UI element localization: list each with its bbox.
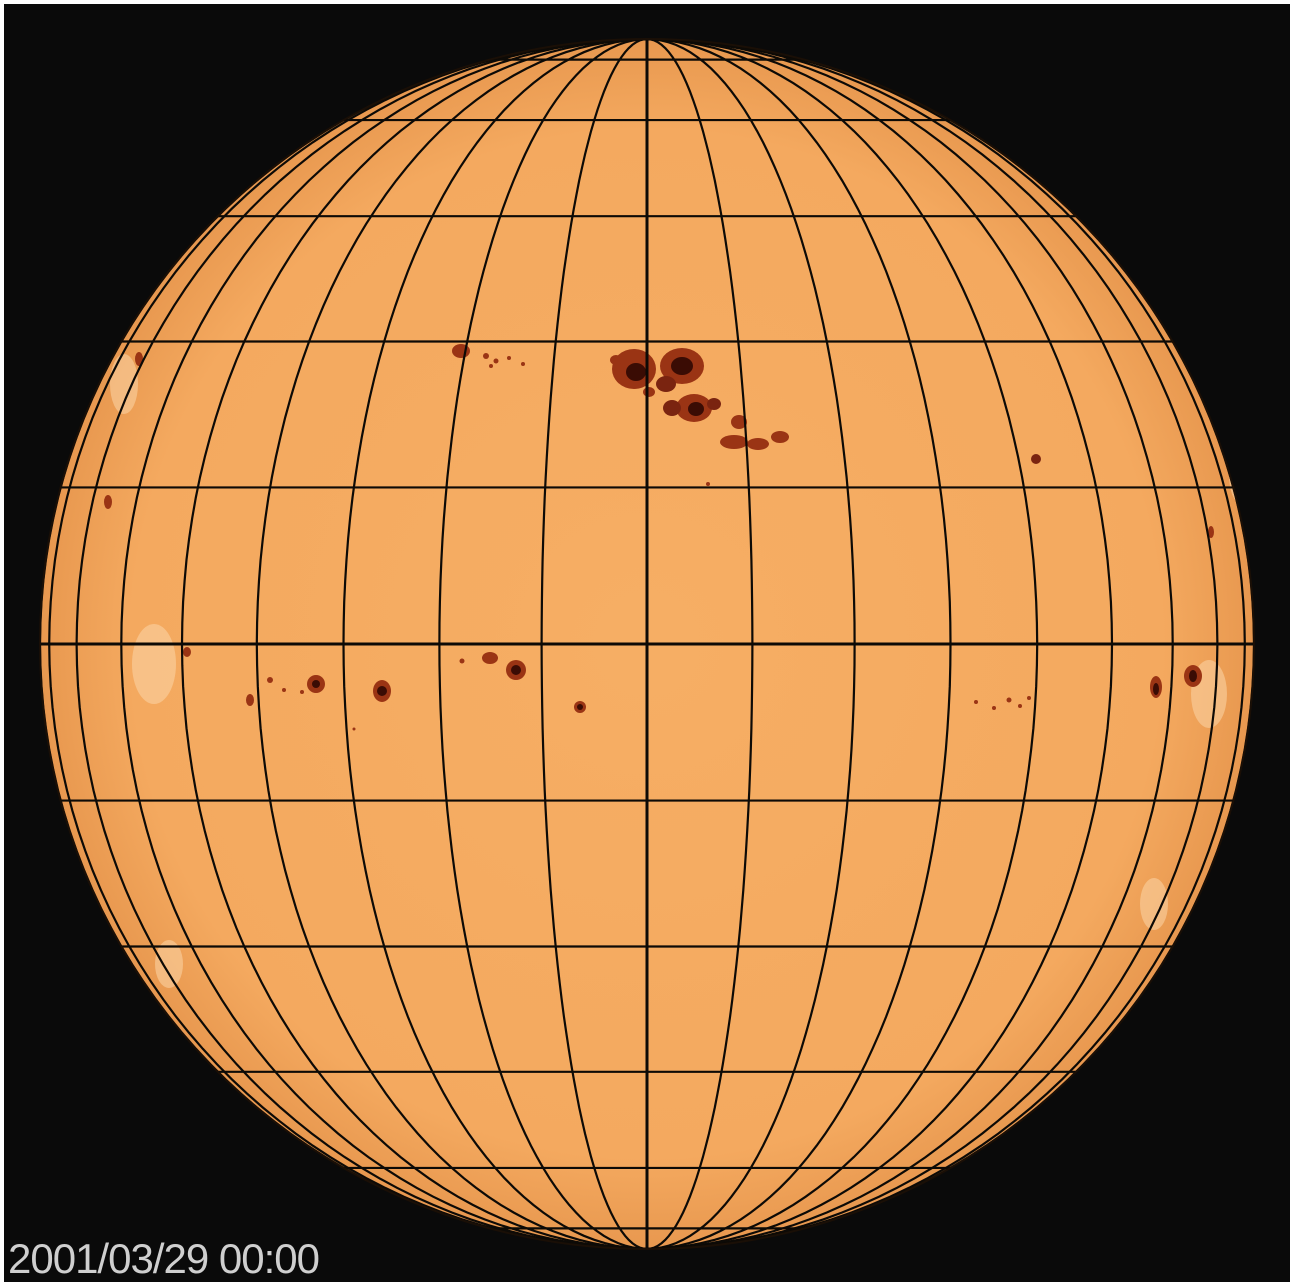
active-region-south [183,647,586,731]
active-region-south-west [974,665,1202,710]
longitude-line [646,39,1246,1249]
longitude-line [646,39,952,1249]
longitude-line [438,39,648,1249]
timestamp-label: 2001/03/29 00:00 [8,1235,320,1282]
longitude-line [48,39,648,1249]
longitude-line [646,39,1039,1249]
longitude-line [646,39,856,1249]
longitude-line [646,39,754,1249]
spot-limb-3 [1031,454,1041,464]
active-region-north [610,348,789,486]
longitude-line [120,39,648,1249]
longitude-line [75,39,648,1249]
longitude-line [646,39,1174,1249]
spot-limb-4 [1208,526,1214,538]
longitude-line [255,39,648,1249]
longitude-line [540,39,648,1249]
longitude-line [342,39,648,1249]
solar-image-viewer: 2001/03/29 00:00 [4,4,1290,1282]
solar-limb [39,38,1255,1250]
spot-limb-2 [104,495,112,509]
solar-disk-image [39,38,1255,1250]
longitude-line [646,39,1219,1249]
sunspots [104,344,1214,731]
longitude-line [646,39,1114,1249]
longitude-line [180,39,648,1249]
